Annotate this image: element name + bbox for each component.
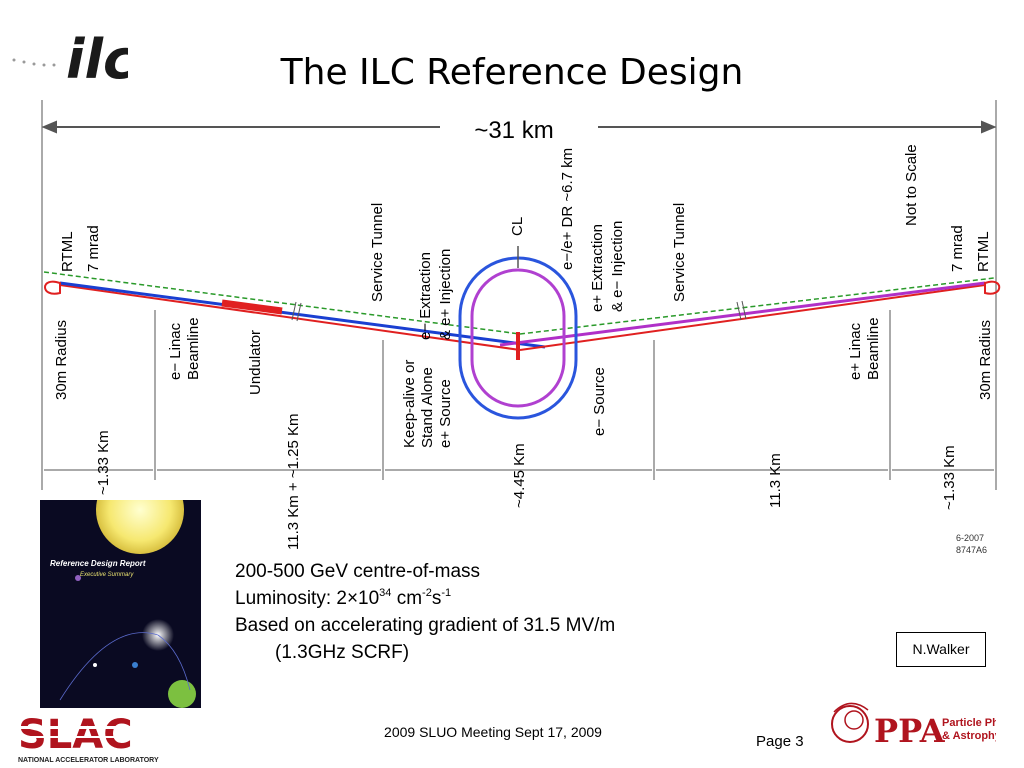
label-rtml-left: RTML <box>59 231 76 272</box>
label-e-minus-source: e− Source <box>591 367 608 436</box>
label-e-plus-source-left: e+ Source <box>437 379 454 448</box>
svg-text:ilc: ilc <box>66 28 128 88</box>
dim-1-33-left: ~1.33 Km <box>95 430 112 495</box>
slac-logo: SLAC NATIONAL ACCELERATOR LABORATORY <box>18 712 168 764</box>
electron-linac-beamline <box>59 284 521 351</box>
label-e-plus-linac: e+ Linac <box>847 322 864 380</box>
electron-beamline <box>59 281 546 349</box>
dim-1-33-right: ~1.33 Km <box>941 445 958 510</box>
drawing-number: 8747A6 <box>956 545 987 555</box>
author-box: N.Walker <box>896 632 986 667</box>
label-e-extraction: e− Extraction <box>417 252 434 340</box>
total-length-label: ~31 km <box>474 117 553 144</box>
dim-4-45: ~4.45 Km <box>511 443 528 508</box>
svg-text:& Astrophysics: & Astrophysics <box>942 730 996 742</box>
rtml-turnaround-left <box>44 280 61 295</box>
label-service-tunnel-left: Service Tunnel <box>369 203 386 302</box>
cover-title: Reference Design Report <box>50 559 146 568</box>
ilc-logo: ilc <box>12 28 128 88</box>
label-stand-alone: Stand Alone <box>419 367 436 448</box>
page-number: Page 3 <box>756 733 804 750</box>
page-title: The ILC Reference Design <box>280 52 744 93</box>
label-beamline-right: Beamline <box>865 317 882 380</box>
undulator <box>221 299 283 315</box>
ppa-logo: PPA Particle Physics & Astrophysics <box>831 702 996 750</box>
label-keep-alive: Keep-alive or <box>401 360 418 448</box>
svg-text:NATIONAL ACCELERATOR LABORATOR: NATIONAL ACCELERATOR LABORATORY <box>18 757 159 764</box>
label-30m-radius-left: 30m Radius <box>53 320 70 400</box>
luminosity-line: Luminosity: 2×1034 cm-2s-1 <box>235 587 452 610</box>
label-e-linac: e− Linac <box>167 322 184 380</box>
energy-line: 200-500 GeV centre-of-mass <box>235 561 481 582</box>
svg-text:Particle Physics: Particle Physics <box>942 717 996 729</box>
gradient-line: Based on accelerating gradient of 31.5 M… <box>235 615 616 636</box>
cover-subtitle: Executive Summary <box>80 572 134 578</box>
positron-beamline <box>499 281 986 347</box>
positron-linac-beamline <box>519 284 986 351</box>
footer-meeting: 2009 SLUO Meeting Sept 17, 2009 <box>384 724 602 740</box>
svg-text:SLAC: SLAC <box>18 712 133 758</box>
label-e-plus-extraction: e+ Extraction <box>589 224 606 312</box>
label-not-to-scale: Not to Scale <box>903 144 920 226</box>
dim-11-3-left: 11.3 Km + ~1.25 Km <box>285 414 302 550</box>
gradient-continuation: (1.3GHz SCRF) <box>275 642 410 663</box>
rtml-turnaround-right <box>984 280 1001 295</box>
label-center-line: CL <box>509 217 526 236</box>
label-30m-radius-right: 30m Radius <box>977 320 994 400</box>
label-7mrad-right: 7 mrad <box>949 225 966 272</box>
label-7mrad-left: 7 mrad <box>85 225 102 272</box>
label-undulator: Undulator <box>247 330 264 395</box>
label-beamline-left: Beamline <box>185 317 202 380</box>
dim-11-3-right: 11.3 Km <box>767 453 784 508</box>
label-damping-ring: e−/e+ DR ~6.7 km <box>559 148 576 270</box>
drawing-date: 6-2007 <box>956 533 984 543</box>
summary-text: 200-500 GeV centre-of-mass Luminosity: 2… <box>235 558 735 666</box>
svg-text:PPA: PPA <box>874 712 946 750</box>
label-e-injection: & e+ Injection <box>437 249 454 340</box>
label-e-minus-injection: & e− Injection <box>609 221 626 312</box>
label-rtml-right: RTML <box>975 231 992 272</box>
report-cover-image: Reference Design Report Executive Summar… <box>40 500 201 708</box>
damping-ring-positron <box>470 268 566 408</box>
label-service-tunnel-right: Service Tunnel <box>671 203 688 302</box>
